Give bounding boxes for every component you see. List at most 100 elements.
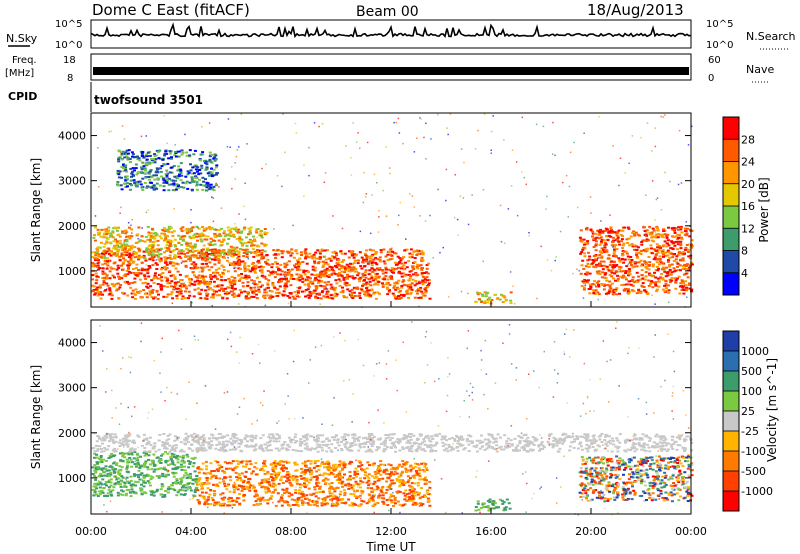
- heatmap-cell: [130, 184, 133, 187]
- heatmap-cell: [95, 275, 99, 278]
- heatmap-cell: [137, 157, 141, 160]
- heatmap-cell: [191, 465, 195, 468]
- heatmap-cell: [236, 488, 240, 491]
- heatmap-cell: [160, 276, 164, 279]
- heatmap-cell: [166, 170, 168, 173]
- heatmap-cell: [184, 471, 188, 474]
- heatmap-cell: [622, 261, 626, 264]
- heatmap-cell: [678, 264, 682, 267]
- heatmap-cell: [130, 235, 134, 238]
- heatmap-cell: [151, 250, 155, 253]
- heatmap-cell: [427, 282, 431, 285]
- heatmap-cell: [483, 113, 486, 115]
- heatmap-cell: [232, 260, 236, 263]
- heatmap-cell: [234, 178, 236, 180]
- heatmap-cell: [640, 243, 644, 246]
- heatmap-cell: [96, 466, 100, 469]
- heatmap-cell: [180, 252, 184, 255]
- heatmap-cell: [337, 268, 341, 271]
- heatmap-cell: [673, 241, 677, 243]
- heatmap-cell: [127, 267, 130, 270]
- heatmap-cell: [423, 272, 427, 274]
- heatmap-cell: [483, 301, 487, 304]
- heatmap-cell: [166, 452, 170, 455]
- heatmap-cell: [124, 247, 127, 250]
- heatmap-cell: [215, 294, 219, 297]
- heatmap-cell: [315, 470, 319, 473]
- heatmap-cell: [323, 273, 327, 276]
- heatmap-cell: [94, 292, 98, 295]
- heatmap-cell: [389, 269, 393, 272]
- heatmap-cell: [662, 253, 665, 256]
- heatmap-cell: [403, 464, 407, 467]
- heatmap-cell: [147, 258, 149, 261]
- heatmap-cell: [97, 490, 101, 493]
- heatmap-cell: [152, 453, 156, 456]
- heatmap-cell: [199, 256, 203, 259]
- heatmap-cell: [106, 492, 110, 495]
- heatmap-cell: [95, 453, 99, 456]
- heatmap-cell: [323, 462, 327, 465]
- heatmap-cell: [293, 499, 297, 502]
- heatmap-cell: [214, 255, 218, 258]
- heatmap-cell: [206, 247, 210, 250]
- heatmap-cell: [672, 267, 676, 270]
- heatmap-cell: [298, 483, 302, 486]
- heatmap-cell: [103, 483, 107, 486]
- heatmap-cell: [202, 257, 206, 260]
- heatmap-cell: [279, 263, 283, 266]
- heatmap-cell: [254, 293, 258, 296]
- heatmap-cell: [113, 471, 116, 474]
- heatmap-cell: [332, 497, 336, 500]
- heatmap-cell: [220, 279, 224, 282]
- heatmap-cell: [184, 486, 188, 489]
- heatmap-cell: [300, 499, 304, 502]
- heatmap-cell: [683, 230, 687, 233]
- heatmap-cell: [384, 468, 388, 471]
- heatmap-cell: [207, 253, 211, 255]
- heatmap-cell: [273, 276, 277, 279]
- heatmap-cell: [221, 469, 225, 472]
- heatmap-cell: [289, 254, 293, 257]
- heatmap-cell: [108, 293, 112, 295]
- heatmap-cell: [303, 164, 305, 166]
- heatmap-cell: [139, 473, 142, 476]
- heatmap-cell: [297, 295, 301, 298]
- heatmap-cell: [192, 255, 196, 258]
- heatmap-cell: [424, 291, 428, 294]
- heatmap-cell: [245, 485, 249, 488]
- heatmap-cell: [332, 272, 336, 275]
- heatmap-cell: [677, 275, 681, 278]
- heatmap-cell: [673, 277, 677, 280]
- heatmap-cell: [190, 178, 194, 180]
- heatmap-cell: [622, 274, 626, 277]
- heatmap-cell: [447, 133, 449, 136]
- heatmap-cell: [176, 491, 180, 494]
- heatmap-cell: [193, 470, 197, 473]
- heatmap-cell: [332, 257, 336, 260]
- heatmap-cell: [324, 261, 328, 264]
- heatmap-cell: [268, 296, 272, 299]
- heatmap-cell: [120, 188, 124, 191]
- heatmap-cell: [115, 287, 118, 290]
- heatmap-cell: [116, 491, 120, 494]
- heatmap-cell: [137, 258, 140, 261]
- heatmap-cell: [261, 249, 264, 252]
- heatmap-cell: [204, 161, 208, 164]
- heatmap-cell: [660, 209, 663, 211]
- heatmap-cell: [137, 250, 141, 253]
- heatmap-cell: [133, 474, 137, 477]
- heatmap-cell: [302, 271, 306, 274]
- heatmap-cell: [424, 287, 428, 289]
- heatmap-cell: [133, 277, 137, 280]
- heatmap-cell: [251, 267, 254, 270]
- heatmap-cell: [214, 236, 218, 239]
- heatmap-cell: [100, 483, 104, 486]
- heatmap-cell: [193, 149, 197, 152]
- heatmap-cell: [121, 455, 125, 458]
- power-colorbar-label: Power [dB]: [757, 177, 771, 242]
- heatmap-cell: [361, 274, 364, 277]
- heatmap-cell: [663, 269, 666, 272]
- heatmap-cell: [326, 466, 330, 469]
- heatmap-cell: [632, 230, 636, 233]
